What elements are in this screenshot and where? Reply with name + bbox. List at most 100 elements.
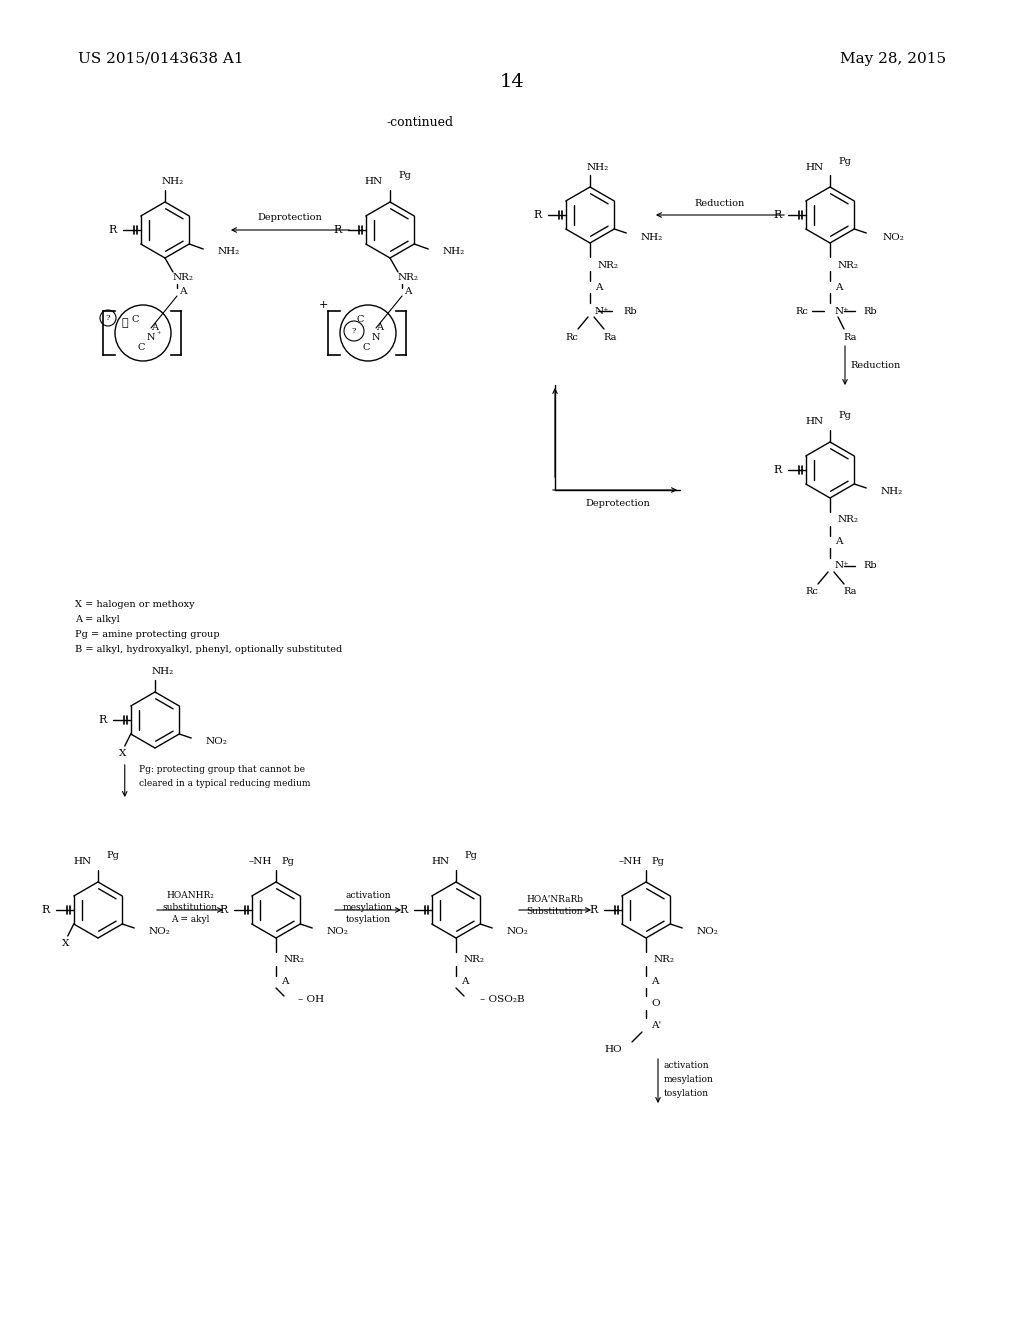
Text: ?: ? [105,314,111,322]
Text: C: C [131,314,138,323]
Text: NR₂: NR₂ [838,260,859,269]
Text: NH₂: NH₂ [442,248,465,256]
Text: A: A [595,282,602,292]
Text: HN: HN [432,858,450,866]
Text: Pg: Pg [398,172,411,181]
Text: NH₂: NH₂ [587,162,609,172]
Text: ⁺: ⁺ [157,331,161,339]
Text: Rc: Rc [565,333,579,342]
Text: Substitution: Substitution [526,908,584,916]
Text: R: R [534,210,542,220]
Text: Reduction: Reduction [850,360,900,370]
Text: N⁺: N⁺ [835,306,850,315]
Text: NR₂: NR₂ [397,273,419,282]
Text: –NH: –NH [618,858,642,866]
Text: NR₂: NR₂ [172,273,194,282]
Text: HO: HO [604,1045,622,1055]
Text: X = halogen or methoxy: X = halogen or methoxy [75,601,195,609]
Text: activation: activation [664,1061,710,1071]
Text: HN: HN [806,417,824,426]
Text: A: A [281,978,289,986]
Text: 14: 14 [500,73,524,91]
Text: R: R [590,906,598,915]
Text: NO₂: NO₂ [696,928,718,936]
Text: NO₂: NO₂ [205,738,227,747]
Text: Rc: Rc [806,587,818,597]
Text: C: C [362,342,370,351]
Text: A: A [835,537,843,546]
Text: C: C [356,314,364,323]
Text: Pg: Pg [838,157,851,165]
Text: Deprotection: Deprotection [258,214,323,223]
Text: mesylation: mesylation [343,903,393,912]
Text: B = alkyl, hydroxyalkyl, phenyl, optionally substituted: B = alkyl, hydroxyalkyl, phenyl, optiona… [75,645,342,653]
Text: ⓘ: ⓘ [122,318,128,327]
Text: Rb: Rb [863,561,877,570]
Text: N: N [372,334,380,342]
Text: –NH: –NH [249,858,272,866]
Text: N⁺: N⁺ [835,561,850,570]
Text: NH₂: NH₂ [162,177,184,186]
Text: substitution: substitution [163,903,217,912]
Text: ?: ? [352,327,356,335]
Text: O: O [651,998,659,1007]
Text: HN: HN [365,177,383,186]
Text: A': A' [651,1020,662,1030]
Text: NR₂: NR₂ [838,516,859,524]
Text: NO₂: NO₂ [148,928,170,936]
Text: A = alkyl: A = alkyl [75,615,120,624]
Text: R: R [334,224,342,235]
Text: tosylation: tosylation [345,916,390,924]
Text: N⁺: N⁺ [595,306,609,315]
Text: NR₂: NR₂ [284,956,305,965]
Text: US 2015/0143638 A1: US 2015/0143638 A1 [78,51,244,66]
Text: NO₂: NO₂ [883,232,904,242]
Text: X: X [119,750,126,759]
Text: NH₂: NH₂ [640,232,663,242]
Text: Deprotection: Deprotection [585,499,650,508]
Text: R: R [98,715,106,725]
Text: NO₂: NO₂ [327,928,348,936]
Text: N: N [146,334,156,342]
Text: A: A [377,323,384,333]
Text: Pg: Pg [281,858,294,866]
Text: HN: HN [806,162,824,172]
Text: A: A [651,978,658,986]
Text: HOANHR₂: HOANHR₂ [166,891,214,900]
Text: tosylation: tosylation [664,1089,710,1098]
Text: A: A [461,978,469,986]
Text: – OSO₂B: – OSO₂B [480,995,524,1005]
Text: R: R [42,906,50,915]
Text: Pg = amine protecting group: Pg = amine protecting group [75,630,219,639]
Text: X: X [62,940,70,949]
Text: Ra: Ra [603,333,616,342]
Text: Rb: Rb [623,306,637,315]
Text: HOA'NRaRb: HOA'NRaRb [526,895,584,904]
Text: -continued: -continued [386,116,454,129]
Text: NR₂: NR₂ [654,956,675,965]
Text: Pg: Pg [838,412,851,421]
Text: +: + [318,300,328,310]
Text: A: A [152,323,159,333]
Text: Reduction: Reduction [695,198,745,207]
Text: Rb: Rb [863,306,877,315]
Text: NH₂: NH₂ [152,668,174,676]
Text: NO₂: NO₂ [506,928,528,936]
Text: – OH: – OH [298,995,325,1005]
Text: R: R [109,224,117,235]
Text: NH₂: NH₂ [881,487,902,496]
Text: R: R [773,210,781,220]
Text: Pg: protecting group that cannot be: Pg: protecting group that cannot be [138,766,305,775]
Text: A: A [179,288,186,297]
Text: R: R [219,906,227,915]
Text: HN: HN [74,858,92,866]
Text: Rc: Rc [795,306,808,315]
Text: activation: activation [345,891,391,900]
Text: Ra: Ra [844,587,857,597]
Text: Pg: Pg [651,858,664,866]
Text: A: A [835,282,843,292]
Text: C: C [137,342,144,351]
Text: R: R [399,906,408,915]
Text: NR₂: NR₂ [598,260,618,269]
Text: NR₂: NR₂ [464,956,485,965]
